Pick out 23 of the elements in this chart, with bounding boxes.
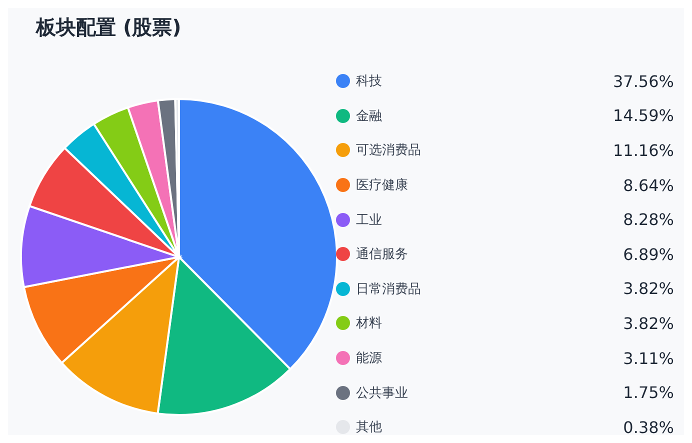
data-label: 37.56% [612,72,675,91]
legend-label: 公共事业 [356,384,409,402]
data-label: 3.82% [623,314,675,333]
legend-label: 工业 [356,212,383,229]
chart-title: 板块配置 (股票) [36,14,182,41]
data-label: 8.28% [623,210,675,230]
legend-label: 科技 [356,73,383,90]
legend-label: 日常消费品 [356,280,422,298]
data-label: 3.11% [623,348,675,368]
data-label: 3.82% [623,279,675,298]
data-label: 6.89% [623,244,675,264]
legend-label: 医疗健康 [356,177,409,194]
legend-label: 金融 [356,108,383,125]
legend-label: 材料 [356,315,383,332]
legend-label: 可选消费品 [356,142,422,160]
legend-label: 能源 [356,350,383,368]
legend-label: 通信服务 [356,246,409,264]
data-label: 1.75% [623,383,675,402]
data-label: 14.59% [612,106,675,126]
data-label: 8.64% [623,176,675,195]
data-label: 11.16% [612,140,675,160]
data-label: 0.38% [623,418,675,437]
legend-label: 其他 [356,419,383,436]
